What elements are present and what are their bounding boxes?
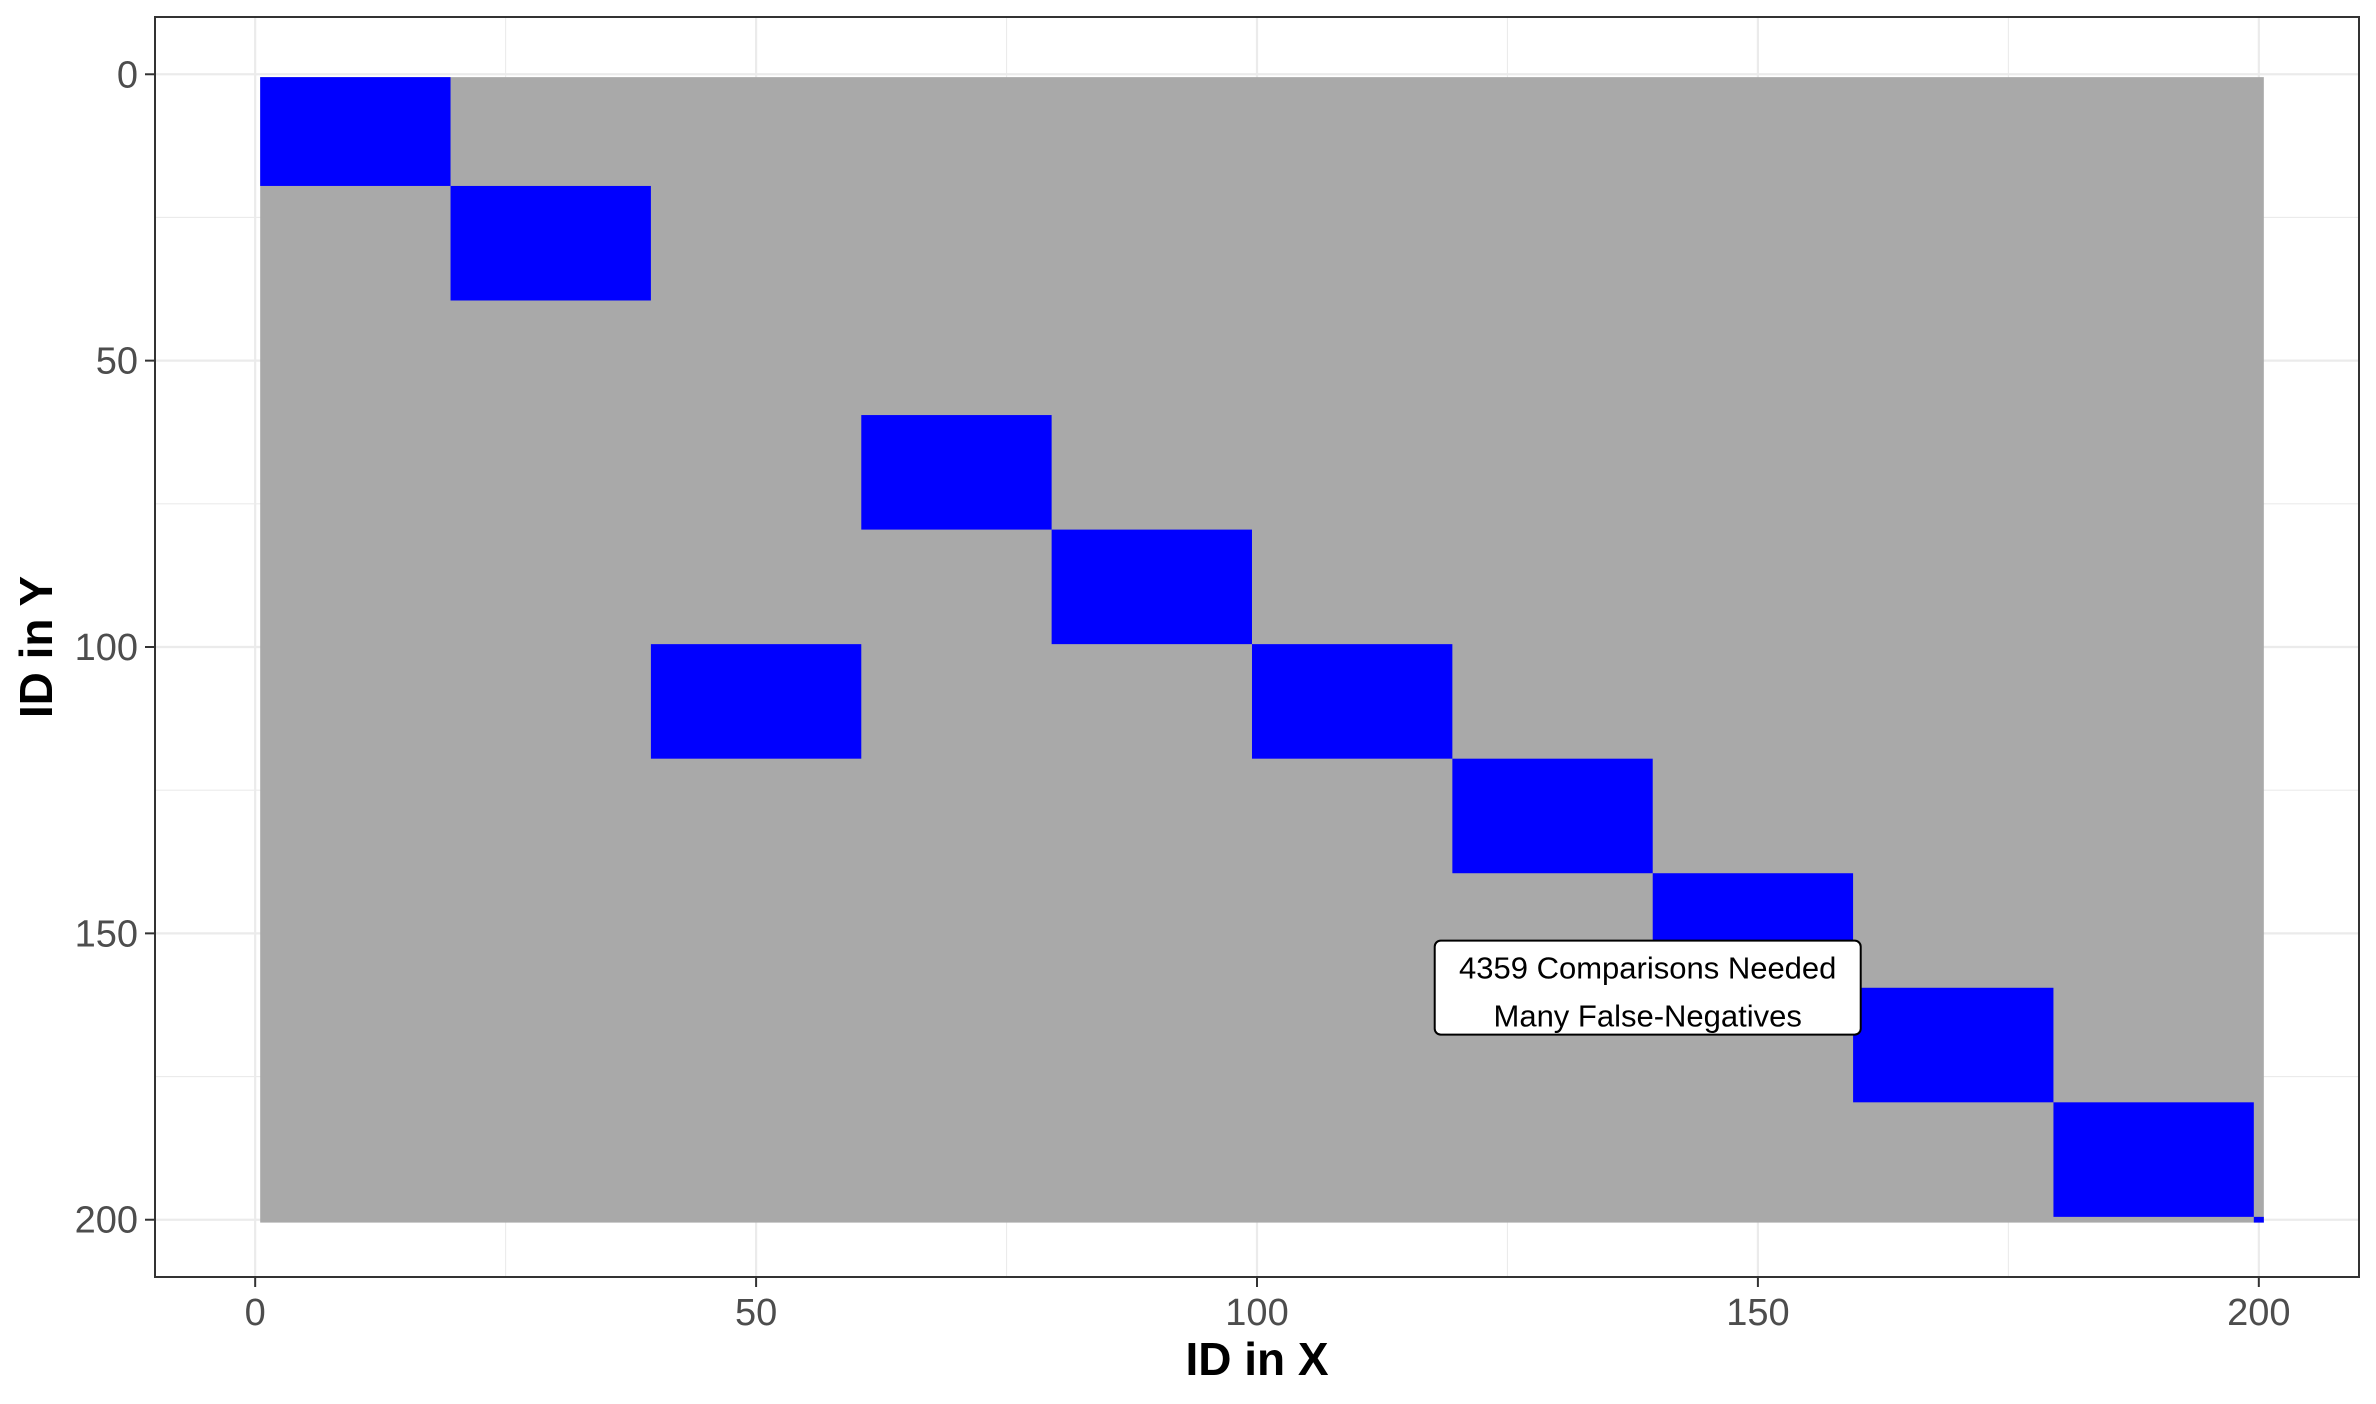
y-axis-title: ID in Y <box>10 576 62 718</box>
compared-block <box>2253 1216 2264 1223</box>
compared-block <box>650 644 862 759</box>
annotation-line-1: 4359 Comparisons Needed <box>1459 951 1836 986</box>
y-tick-label: 100 <box>75 627 138 669</box>
y-tick-label: 50 <box>96 341 138 383</box>
x-axis-title: ID in X <box>1185 1333 1328 1385</box>
x-tick-label: 100 <box>1225 1292 1288 1334</box>
x-tick-label: 200 <box>2227 1292 2290 1334</box>
axes: 0 50 100 150 200 0 50 100 150 200 <box>75 54 2291 1334</box>
y-tick-label: 0 <box>117 54 138 96</box>
compared-block <box>450 185 651 301</box>
x-tick-label: 50 <box>735 1292 777 1334</box>
x-tick-label: 150 <box>1726 1292 1789 1334</box>
heatmap-cells <box>260 77 2264 1223</box>
y-tick-label: 150 <box>75 913 138 955</box>
annotation: 4359 Comparisons Needed Many False-Negat… <box>1433 939 1862 1036</box>
x-tick-label: 0 <box>245 1292 266 1334</box>
y-tick-label: 200 <box>75 1200 138 1242</box>
compared-block <box>861 415 1052 530</box>
compared-block <box>1051 529 1252 645</box>
compared-block <box>1251 644 1453 759</box>
compared-block <box>260 77 451 186</box>
compared-block <box>1452 758 1653 874</box>
annotation-box <box>1433 939 1862 1036</box>
compared-block <box>1853 987 2054 1103</box>
compared-block <box>2053 1102 2254 1217</box>
annotation-line-2: Many False-Negatives <box>1494 999 1802 1034</box>
